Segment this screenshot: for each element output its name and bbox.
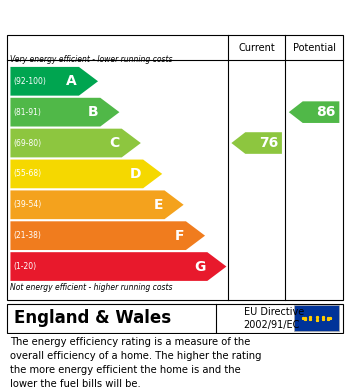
Polygon shape [10,252,227,281]
Text: EU Directive
2002/91/EC: EU Directive 2002/91/EC [244,307,304,330]
Text: (69-80): (69-80) [13,138,41,147]
Polygon shape [10,67,98,96]
Text: E: E [153,198,163,212]
Text: B: B [88,105,98,119]
Text: Potential: Potential [293,43,335,53]
Text: Not energy efficient - higher running costs: Not energy efficient - higher running co… [10,283,173,292]
Text: England & Wales: England & Wales [14,309,171,327]
Text: Very energy efficient - lower running costs: Very energy efficient - lower running co… [10,56,173,65]
Polygon shape [10,98,119,127]
Text: (1-20): (1-20) [13,262,36,271]
Text: C: C [110,136,120,150]
Polygon shape [231,132,282,154]
Text: The energy efficiency rating is a measure of the
overall efficiency of a home. T: The energy efficiency rating is a measur… [10,337,262,389]
Text: G: G [194,260,206,274]
Text: (92-100): (92-100) [13,77,46,86]
Text: 86: 86 [316,105,336,119]
Text: 76: 76 [259,136,278,150]
Text: (39-54): (39-54) [13,200,41,209]
Polygon shape [10,160,162,188]
Text: F: F [175,229,184,243]
Text: D: D [130,167,141,181]
Polygon shape [289,101,339,123]
Text: A: A [66,74,77,88]
Text: (55-68): (55-68) [13,169,41,178]
Polygon shape [10,221,205,250]
Text: (81-91): (81-91) [13,108,41,117]
Text: Current: Current [238,43,275,53]
Bar [294,305,339,331]
Polygon shape [10,190,184,219]
Text: (21-38): (21-38) [13,231,41,240]
Text: Energy Efficiency Rating: Energy Efficiency Rating [63,9,285,23]
Polygon shape [10,129,141,158]
